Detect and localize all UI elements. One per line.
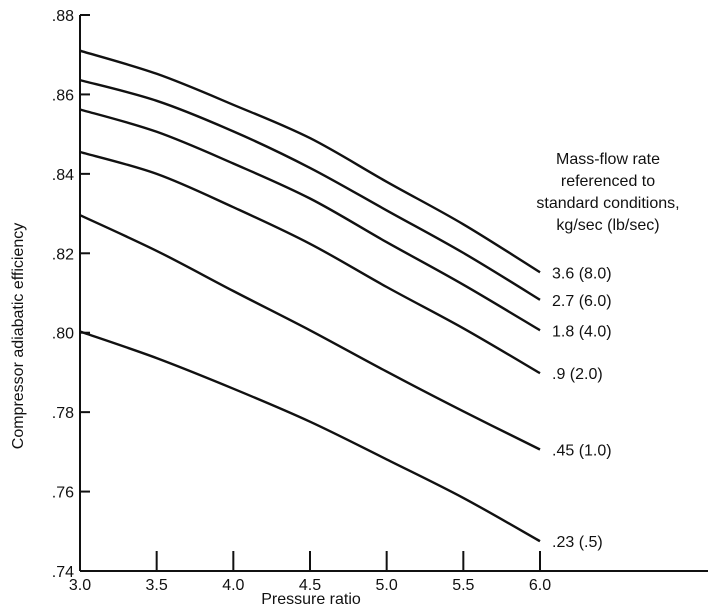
x-tick-label: 4.5 <box>299 577 321 594</box>
y-tick-label: .76 <box>52 485 74 502</box>
series-labels: 3.6 (8.0) 2.7 (6.0) 1.8 (4.0) .9 (2.0) .45 (… <box>552 265 612 551</box>
y-tick-label: .82 <box>52 246 74 263</box>
y-tick-label: .78 <box>52 405 74 422</box>
y-axis-title: Compressor adiabatic efficiency <box>10 223 27 449</box>
y-tick-label: .80 <box>52 326 74 343</box>
legend-title: Mass-flow rate referenced to standard co… <box>536 151 679 234</box>
legend-title-line: standard conditions, <box>536 195 679 212</box>
series-label: .23 (.5) <box>552 534 603 551</box>
x-tick-label: 4.0 <box>222 577 244 594</box>
series-label: 1.8 (4.0) <box>552 323 612 340</box>
x-tick-label: 3.5 <box>146 577 168 594</box>
x-tick-label: 3.0 <box>69 577 91 594</box>
series-label: .9 (2.0) <box>552 366 603 383</box>
series-label: 3.6 (8.0) <box>552 265 612 282</box>
legend-title-line: Mass-flow rate <box>556 151 660 168</box>
legend-title-line: kg/sec (lb/sec) <box>556 217 659 234</box>
x-tick-label: 5.5 <box>452 577 474 594</box>
series-line <box>79 214 541 451</box>
x-axis-title: Pressure ratio <box>261 591 361 608</box>
series-label: .45 (1.0) <box>552 442 612 459</box>
y-tick-label: .74 <box>52 564 74 581</box>
series-line <box>79 108 541 332</box>
x-tick-label: 5.0 <box>376 577 398 594</box>
series-label: 2.7 (6.0) <box>552 293 612 310</box>
legend-title-line: referenced to <box>561 173 655 190</box>
series-line <box>79 150 541 375</box>
y-tick-label: .88 <box>52 8 74 25</box>
series-line <box>79 49 541 274</box>
y-tick-label: .86 <box>52 87 74 104</box>
axes: .74 .76 .78 .80 .82 .84 .86 .88 3.0 3.5 4.0 4.5 5.0 5… <box>52 8 708 594</box>
y-tick-label: .84 <box>52 167 74 184</box>
series-line <box>79 330 541 543</box>
series-line <box>79 78 541 301</box>
curves <box>79 49 541 543</box>
x-tick-label: 6.0 <box>529 577 551 594</box>
